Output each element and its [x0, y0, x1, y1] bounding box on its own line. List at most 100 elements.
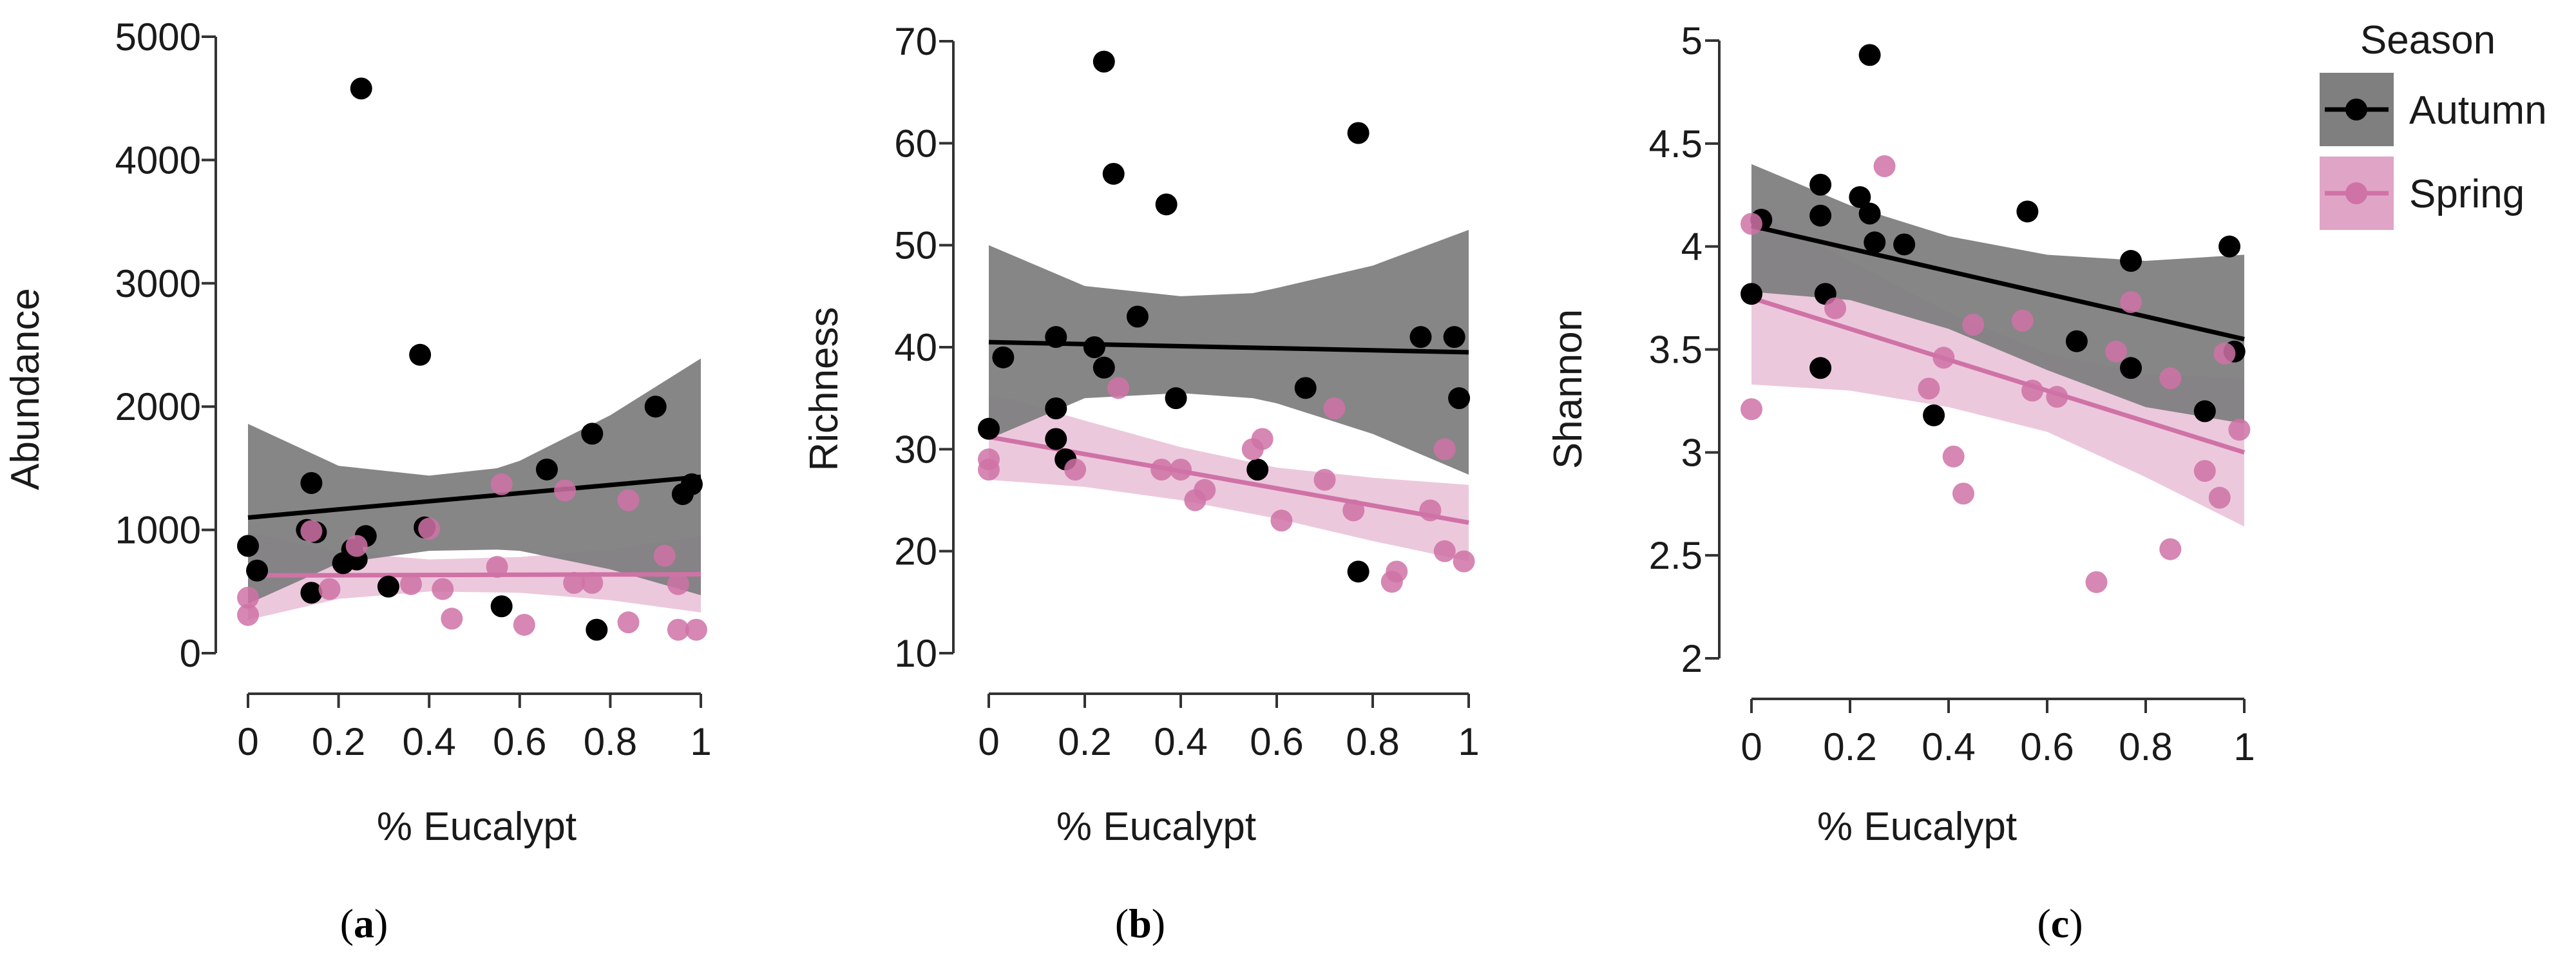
point-spring: [1433, 540, 1456, 562]
caption-letter: b: [1129, 901, 1152, 946]
point-autumn: [1083, 336, 1105, 358]
point-autumn: [1092, 356, 1115, 379]
point-autumn: [2120, 357, 2142, 379]
point-spring: [1942, 445, 1965, 468]
caption-letter: c: [2051, 901, 2069, 946]
point-spring: [1433, 438, 1456, 461]
point-spring: [418, 517, 441, 540]
xlabel: % Eucalypt: [1817, 805, 2017, 849]
point-autumn: [1893, 233, 1916, 256]
y-tick-label: 60: [894, 122, 937, 165]
point-autumn: [1155, 193, 1178, 216]
point-spring: [1741, 213, 1762, 235]
point-autumn: [535, 458, 558, 481]
point-spring: [318, 578, 341, 600]
point-autumn: [1809, 357, 1832, 379]
y-tick-label: 3000: [115, 262, 201, 305]
point-spring: [1251, 428, 1274, 450]
x-tick-label: 0.8: [1346, 720, 1399, 763]
point-spring: [441, 607, 463, 630]
point-autumn: [1809, 204, 1832, 227]
fit-line-autumn: [1751, 224, 2245, 341]
point-spring: [1342, 499, 1365, 522]
point-spring: [653, 544, 676, 567]
point-spring: [667, 618, 689, 641]
fit-line-spring: [247, 572, 701, 578]
point-autumn: [2065, 330, 2088, 352]
point-autumn: [1045, 326, 1067, 348]
ylabel: Abundance: [3, 288, 48, 490]
point-autumn: [1443, 326, 1465, 348]
point-autumn: [1809, 173, 1832, 196]
data-points: [978, 50, 1475, 593]
point-spring: [1962, 314, 1985, 336]
point-autumn: [1923, 404, 1945, 426]
point-spring: [1918, 377, 1940, 400]
point-spring: [490, 473, 513, 495]
y-tick-label: 2000: [115, 385, 201, 428]
point-autumn: [1347, 560, 1369, 583]
caption-label: (a): [340, 901, 388, 946]
x-axis: 0 0.2 0.4 0.6 0.8 1: [978, 692, 1480, 763]
x-tick-label: 0.2: [1058, 720, 1111, 763]
point-spring: [2085, 571, 2108, 593]
x-axis: 0 0.2 0.4 0.6 0.8 1: [1741, 698, 2255, 768]
y-tick-label: 50: [894, 224, 937, 267]
panel-abundance: Abundance % Eucalypt (a) 0 1000 2000 3000 40…: [3, 15, 712, 946]
x-tick-label: 0.2: [312, 720, 365, 763]
point-spring: [1952, 482, 1974, 505]
point-autumn: [246, 559, 269, 582]
point-spring: [1313, 468, 1336, 491]
x-tick-label: 0: [978, 720, 999, 763]
x-tick-label: 0.6: [1250, 720, 1303, 763]
point-autumn: [2016, 200, 2039, 223]
point-spring: [513, 613, 535, 636]
y-tick-label: 0: [180, 632, 201, 675]
point-autumn: [490, 595, 513, 618]
point-spring: [1194, 479, 1216, 501]
point-autumn: [581, 423, 604, 445]
point-spring: [237, 604, 259, 626]
point-spring: [1064, 459, 1087, 481]
y-tick-label: 5: [1681, 19, 1703, 62]
point-spring: [1150, 459, 1173, 481]
point-autumn: [992, 346, 1015, 368]
point-spring: [2021, 379, 2044, 402]
point-autumn: [1294, 377, 1317, 399]
point-autumn: [2120, 250, 2142, 272]
point-spring: [2120, 291, 2142, 313]
point-autumn: [680, 473, 703, 495]
point-autumn: [1092, 50, 1115, 73]
x-tick-label: 1: [2233, 725, 2255, 768]
point-spring: [1873, 155, 1896, 177]
x-tick-label: 0: [237, 720, 258, 763]
y-tick-label: 5000: [115, 15, 201, 59]
y-tick-label: 1000: [115, 509, 201, 552]
point-autumn: [1741, 283, 1762, 305]
point-spring: [400, 573, 423, 595]
x-tick-label: 0.8: [2119, 725, 2172, 768]
point-spring: [2193, 460, 2216, 482]
x-axis: 0 0.2 0.4 0.6 0.8 1: [237, 692, 712, 763]
point-autumn: [1858, 44, 1881, 66]
point-spring: [300, 520, 323, 542]
point-spring: [1170, 459, 1192, 481]
y-tick-label: 3: [1681, 431, 1703, 474]
point-autumn: [978, 417, 1000, 440]
x-tick-label: 0.6: [2020, 725, 2074, 768]
y-tick-label: 4: [1681, 225, 1703, 269]
point-autumn: [1045, 397, 1067, 419]
y-tick-label: 10: [894, 632, 937, 675]
data-points: [1741, 44, 2251, 593]
legend-label-spring: Spring: [2409, 172, 2524, 216]
point-autumn: [1864, 231, 1886, 254]
point-spring: [2159, 538, 2182, 560]
legend-spring-point: [2345, 182, 2367, 204]
caption-letter: a: [354, 901, 374, 946]
point-spring: [2228, 419, 2251, 441]
x-tick-label: 0.4: [402, 720, 455, 763]
fit-line-autumn: [247, 474, 701, 520]
y-tick-label: 3.5: [1649, 329, 1703, 372]
fit-line-autumn: [988, 339, 1469, 355]
